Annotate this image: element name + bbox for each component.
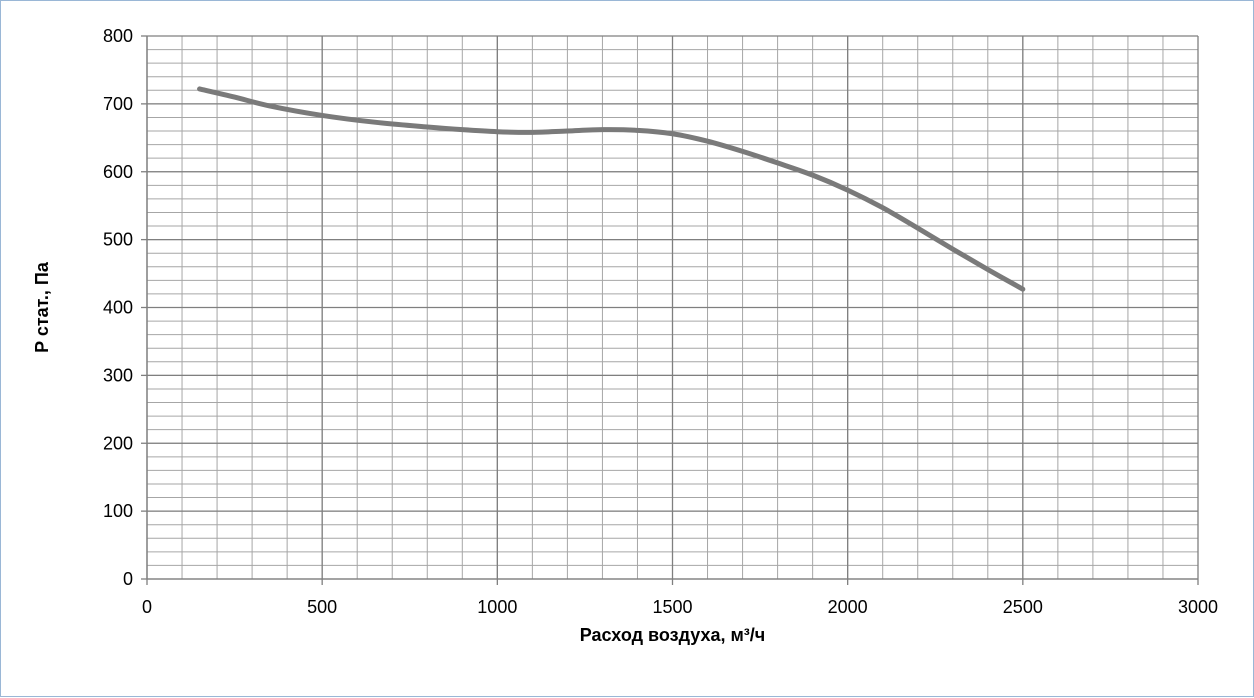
y-tick-label: 800 (103, 26, 133, 46)
series-layer (200, 89, 1023, 289)
x-tick-label: 500 (307, 597, 337, 617)
y-tick-label: 0 (123, 569, 133, 589)
x-tick-label: 0 (142, 597, 152, 617)
x-tick-label: 3000 (1178, 597, 1218, 617)
y-tick-label: 400 (103, 298, 133, 318)
x-tick-label: 1500 (652, 597, 692, 617)
axes (141, 36, 1198, 585)
x-tick-label: 1000 (477, 597, 517, 617)
y-axis-title: P стат., Па (32, 261, 52, 353)
y-tick-labels: 0 100 200 300 400 500 600 700 800 (103, 26, 133, 589)
y-tick-label: 600 (103, 162, 133, 182)
y-tick-label: 300 (103, 365, 133, 385)
x-axis-title: Расход воздуха, м³/ч (580, 625, 766, 645)
y-tick-label: 700 (103, 94, 133, 114)
x-tick-labels: 0 500 1000 1500 2000 2500 3000 (142, 597, 1218, 617)
y-tick-label: 200 (103, 433, 133, 453)
series-line (200, 89, 1023, 289)
y-tick-label: 500 (103, 230, 133, 250)
x-tick-label: 2500 (1003, 597, 1043, 617)
y-tick-label: 100 (103, 501, 133, 521)
x-tick-label: 2000 (828, 597, 868, 617)
